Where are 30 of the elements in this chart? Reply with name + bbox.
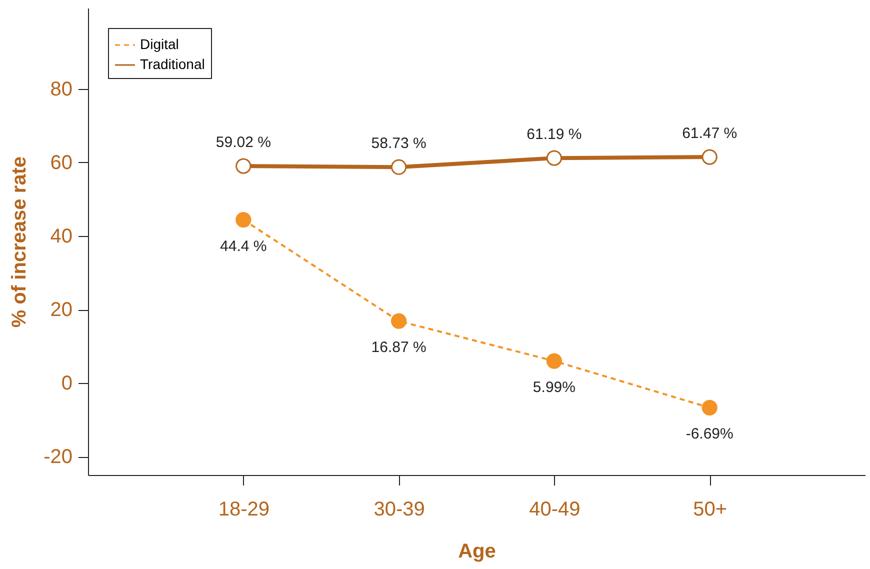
data-label: 59.02 %	[216, 134, 271, 152]
data-label: 61.19 %	[526, 126, 582, 144]
point	[236, 212, 252, 228]
point	[702, 149, 718, 165]
x-tick-label: 30-39	[374, 498, 425, 520]
y-tick-label: 0	[61, 372, 72, 395]
point	[546, 353, 562, 369]
x-tick-label: 18-29	[218, 498, 270, 520]
data-label: -6.69%	[686, 426, 734, 443]
point	[390, 159, 407, 175]
point	[546, 150, 562, 166]
point	[236, 158, 252, 174]
y-tick-label: 60	[50, 152, 72, 174]
x-axis-title: Age	[458, 540, 496, 562]
legend-label: Traditional	[140, 56, 205, 72]
y-tick-label: 20	[50, 299, 72, 322]
data-label: 44.4 %	[220, 238, 267, 255]
point	[702, 400, 718, 416]
y-tick-label: 40	[50, 225, 72, 248]
point	[390, 313, 407, 329]
x-tick-label: 40-49	[529, 498, 580, 520]
x-tick-label: 50+	[693, 498, 728, 520]
data-label: 16.87 %	[371, 339, 426, 356]
data-label: 61.47 %	[682, 125, 738, 142]
data-label: 5.99%	[532, 379, 576, 396]
data-label: 58.73 %	[371, 135, 426, 152]
y-tick-label: -20	[44, 446, 72, 468]
y-tick-label: 80	[50, 78, 72, 100]
legend-label: Digital	[140, 36, 179, 52]
y-axis-title: % of increase rate	[8, 156, 31, 328]
